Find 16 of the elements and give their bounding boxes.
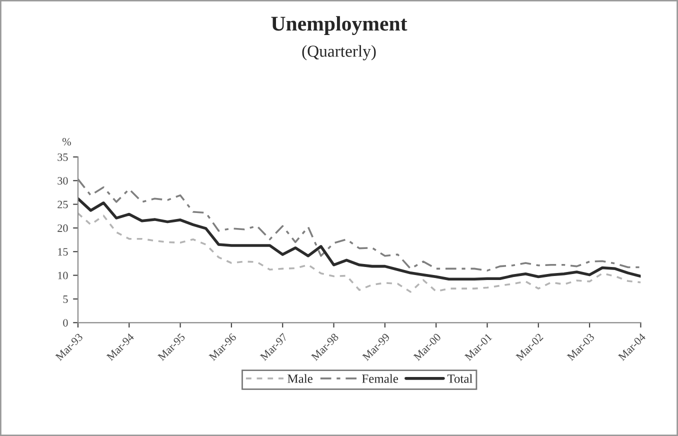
y-tick-label: 25	[58, 200, 68, 208]
y-tick-label: 10	[58, 272, 68, 280]
y-tick-label: 20	[58, 224, 68, 232]
legend-label: Total	[447, 374, 472, 383]
legend-label: Male	[288, 374, 312, 383]
chart-subtitle: (Quarterly)	[302, 45, 376, 60]
y-tick-label: 30	[58, 177, 68, 185]
y-tick-label: 5	[63, 296, 68, 303]
line-series	[78, 212, 641, 293]
y-tick-label: 35	[58, 153, 68, 161]
y-axis-title: %	[62, 138, 71, 146]
chart-title: Unemployment	[271, 16, 408, 36]
line-series	[78, 197, 641, 280]
y-tick-label: 0	[63, 319, 68, 327]
y-tick-label: 15	[58, 248, 68, 256]
legend-label: Female	[362, 374, 398, 383]
